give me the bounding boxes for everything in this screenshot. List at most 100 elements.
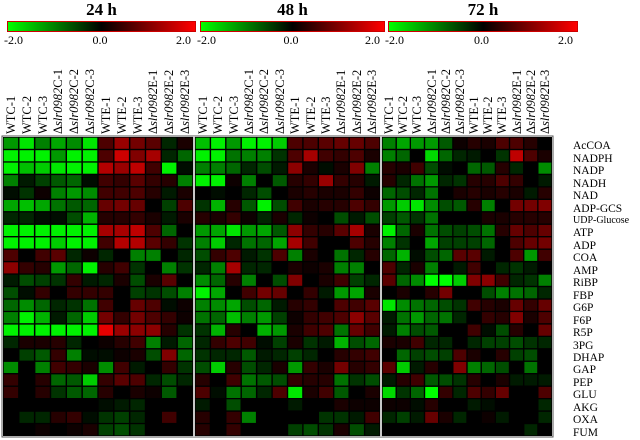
- heatmap-cell: [211, 224, 226, 236]
- row-label: DHAP: [573, 352, 605, 365]
- heatmap-cell: [349, 349, 364, 361]
- heatmap-cell: [257, 299, 272, 311]
- heatmap-cell: [481, 411, 495, 423]
- heatmap-cell: [195, 212, 210, 224]
- row-label: FUM: [573, 426, 598, 439]
- heatmap-cell: [226, 337, 241, 349]
- heatmap-cell: [334, 175, 349, 187]
- heatmap-cell: [303, 237, 318, 249]
- heatmap-cell: [365, 299, 380, 311]
- heatmap-cell: [496, 274, 509, 286]
- heatmap-cell: [82, 262, 98, 274]
- heatmap-cell: [195, 150, 210, 162]
- heatmap-cell: [146, 137, 161, 149]
- heatmap-cell: [67, 337, 82, 349]
- heatmap-cell: [334, 324, 349, 336]
- heatmap-cell: [496, 137, 509, 149]
- heatmap-cell: [272, 137, 287, 149]
- heatmap-cell: [365, 337, 380, 349]
- heatmap-cell: [349, 299, 364, 311]
- heatmap-cell: [510, 187, 523, 199]
- heatmap-cell: [453, 249, 467, 261]
- heatmap-cell: [19, 374, 34, 386]
- heatmap-cell: [453, 224, 467, 236]
- heatmap-cell: [538, 212, 552, 224]
- heatmap-cell: [226, 399, 241, 411]
- heatmap-cell: [453, 399, 467, 411]
- heatmap-cell: [67, 187, 82, 199]
- heatmap-cell: [35, 212, 50, 224]
- heatmap-cell: [382, 337, 396, 349]
- heatmap-cell: [241, 349, 256, 361]
- heatmap-cell: [411, 349, 424, 361]
- heatmap-cell: [257, 349, 272, 361]
- heatmap-panel: [3, 137, 193, 436]
- heatmap-cell: [453, 274, 467, 286]
- heatmap-cell: [114, 386, 129, 398]
- row-label: ADP: [573, 239, 597, 252]
- row-label: OXA: [573, 414, 598, 427]
- heatmap-cell: [481, 249, 495, 261]
- heatmap-cell: [35, 287, 50, 299]
- heatmap-cell: [51, 399, 66, 411]
- heatmap-cell: [35, 262, 50, 274]
- heatmap-cell: [396, 187, 410, 199]
- heatmap-cell: [382, 224, 396, 236]
- heatmap-cell: [467, 361, 481, 373]
- heatmap-cell: [226, 137, 241, 149]
- heatmap-cell: [524, 424, 538, 436]
- heatmap-cell: [19, 349, 34, 361]
- heatmap-cell: [288, 337, 303, 349]
- heatmap-cell: [396, 150, 410, 162]
- heatmap-cell: [51, 386, 66, 398]
- row-label: GLU: [573, 389, 597, 402]
- heatmap-cell: [130, 249, 145, 261]
- heatmap-cell: [114, 262, 129, 274]
- heatmap-cell: [211, 212, 226, 224]
- heatmap-cell: [538, 349, 552, 361]
- heatmap-cell: [319, 374, 333, 386]
- heatmap-cell: [382, 386, 396, 398]
- heatmap-cell: [288, 299, 303, 311]
- heatmap-cell: [439, 361, 453, 373]
- heatmap-cell: [538, 162, 552, 174]
- heatmap-cell: [162, 374, 177, 386]
- heatmap-cell: [195, 287, 210, 299]
- color-scale-bar: [388, 21, 578, 32]
- heatmap-cell: [51, 324, 66, 336]
- heatmap-cell: [439, 249, 453, 261]
- heatmap-cell: [467, 324, 481, 336]
- heatmap-cell: [162, 262, 177, 274]
- heatmap-cell: [67, 262, 82, 274]
- heatmap-cell: [177, 137, 193, 149]
- heatmap-cell: [226, 175, 241, 187]
- color-scale-tick-label: 0.0: [92, 33, 108, 47]
- heatmap-cell: [334, 162, 349, 174]
- heatmap-cell: [177, 386, 193, 398]
- heatmap-cell: [396, 386, 410, 398]
- heatmap-cell: [211, 187, 226, 199]
- heatmap-cell: [272, 274, 287, 286]
- heatmap-cell: [19, 299, 34, 311]
- heatmap-cell: [241, 224, 256, 236]
- heatmap-cell: [396, 137, 410, 149]
- heatmap-cell: [365, 349, 380, 361]
- heatmap-cell: [35, 175, 50, 187]
- heatmap-cell: [524, 299, 538, 311]
- heatmap-cell: [257, 386, 272, 398]
- heatmap-cell: [67, 212, 82, 224]
- heatmap-cell: [257, 274, 272, 286]
- heatmap-cell: [467, 399, 481, 411]
- heatmap-cell: [349, 262, 364, 274]
- heatmap-cell: [162, 399, 177, 411]
- heatmap-cell: [439, 262, 453, 274]
- heatmap-cell: [365, 312, 380, 324]
- heatmap-cell: [467, 212, 481, 224]
- heatmap-cell: [241, 361, 256, 373]
- heatmap-cell: [51, 224, 66, 236]
- heatmap-cell: [288, 324, 303, 336]
- heatmap-cell: [349, 137, 364, 149]
- heatmap-cell: [82, 212, 98, 224]
- heatmap-cell: [98, 374, 114, 386]
- heatmap-cell: [365, 361, 380, 373]
